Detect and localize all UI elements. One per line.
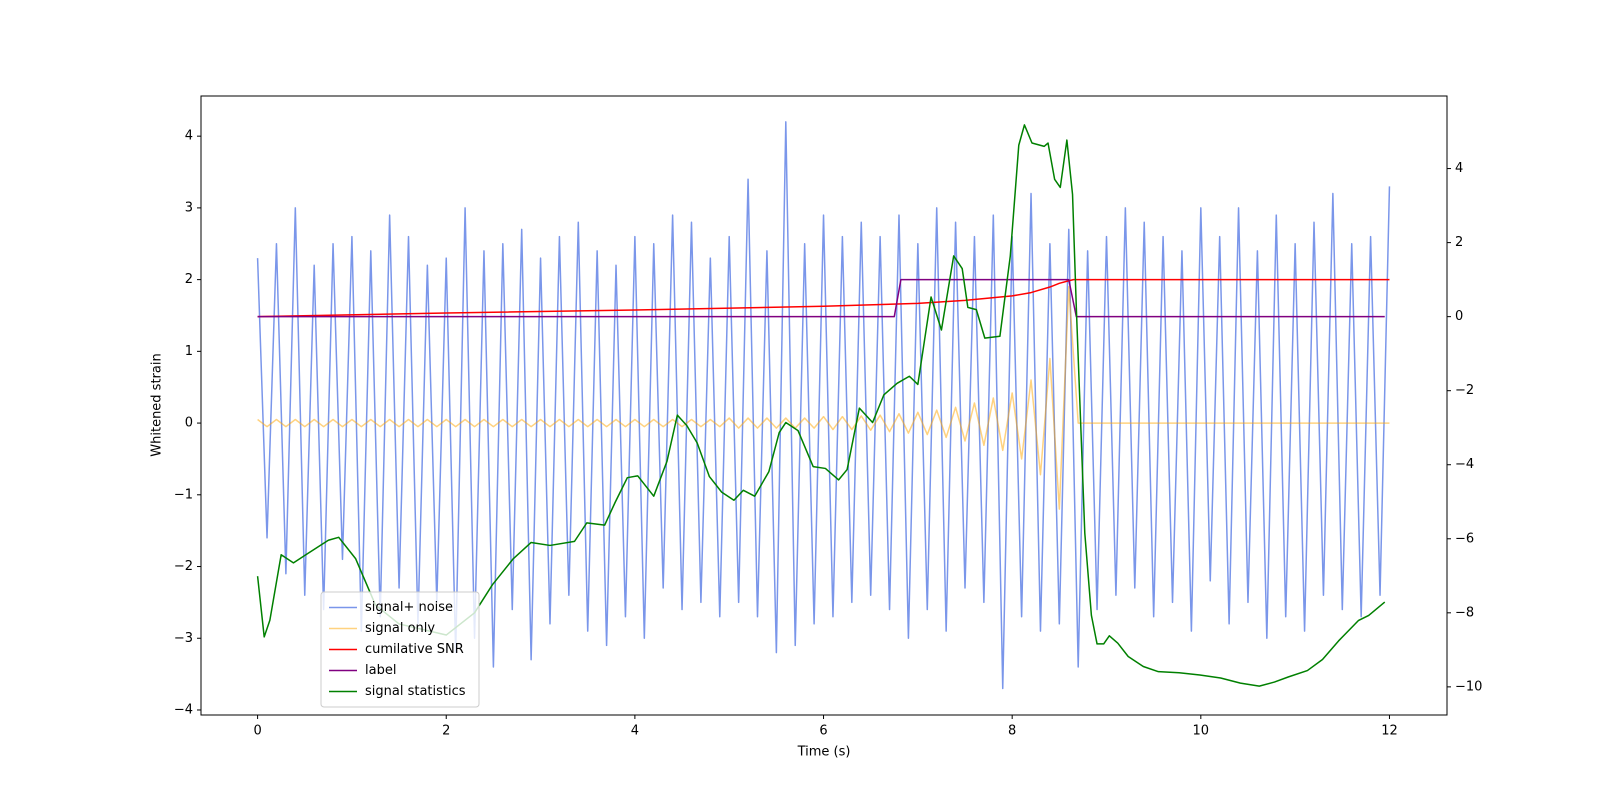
legend-label: signal+ noise	[365, 600, 453, 615]
plot-lines	[256, 121, 1391, 690]
y2-tick-label: 2	[1455, 235, 1463, 250]
legend-label: cumilative SNR	[365, 642, 464, 657]
y2-tick-label: 0	[1455, 309, 1463, 324]
y-tick-label: 4	[185, 129, 193, 144]
y-axis-label: Whitened strain	[150, 353, 165, 456]
x-tick-label: 2	[442, 724, 450, 739]
x-tick-label: 6	[819, 724, 827, 739]
series-line	[256, 121, 1391, 690]
y-tick-label: 3	[185, 200, 193, 215]
y2-tick-label: 4	[1455, 161, 1463, 176]
x-tick-label: 4	[631, 724, 639, 739]
legend-label: signal statistics	[365, 684, 466, 699]
y-tick-label: −2	[174, 559, 193, 574]
y-tick-label: 2	[185, 272, 193, 287]
series-line	[257, 278, 1385, 318]
legend-label: label	[365, 663, 396, 678]
y2-tick-label: −10	[1455, 679, 1482, 694]
y2-tick-label: −6	[1455, 531, 1474, 546]
legend-label: signal only	[365, 621, 435, 636]
y2-tick-label: −2	[1455, 383, 1474, 398]
legend: signal+ noise signal only cumilative SNR la…	[320, 591, 480, 708]
y-tick-label: 0	[185, 416, 193, 431]
y-tick-label: −1	[174, 487, 193, 502]
series-line	[257, 286, 1390, 510]
series-line	[256, 124, 1386, 687]
y2-tick-label: −8	[1455, 605, 1474, 620]
x-tick-label: 0	[253, 724, 261, 739]
y2-tick-label: −4	[1455, 457, 1474, 472]
legend-box	[320, 591, 480, 708]
x-tick-label: 10	[1193, 724, 1210, 739]
x-axis-label: Time (s)	[797, 745, 851, 760]
y-tick-label: 1	[185, 344, 193, 359]
x-tick-label: 8	[1008, 724, 1016, 739]
y-tick-label: −4	[174, 702, 193, 717]
x-tick-label: 12	[1381, 724, 1398, 739]
y-tick-label: −3	[174, 631, 193, 646]
